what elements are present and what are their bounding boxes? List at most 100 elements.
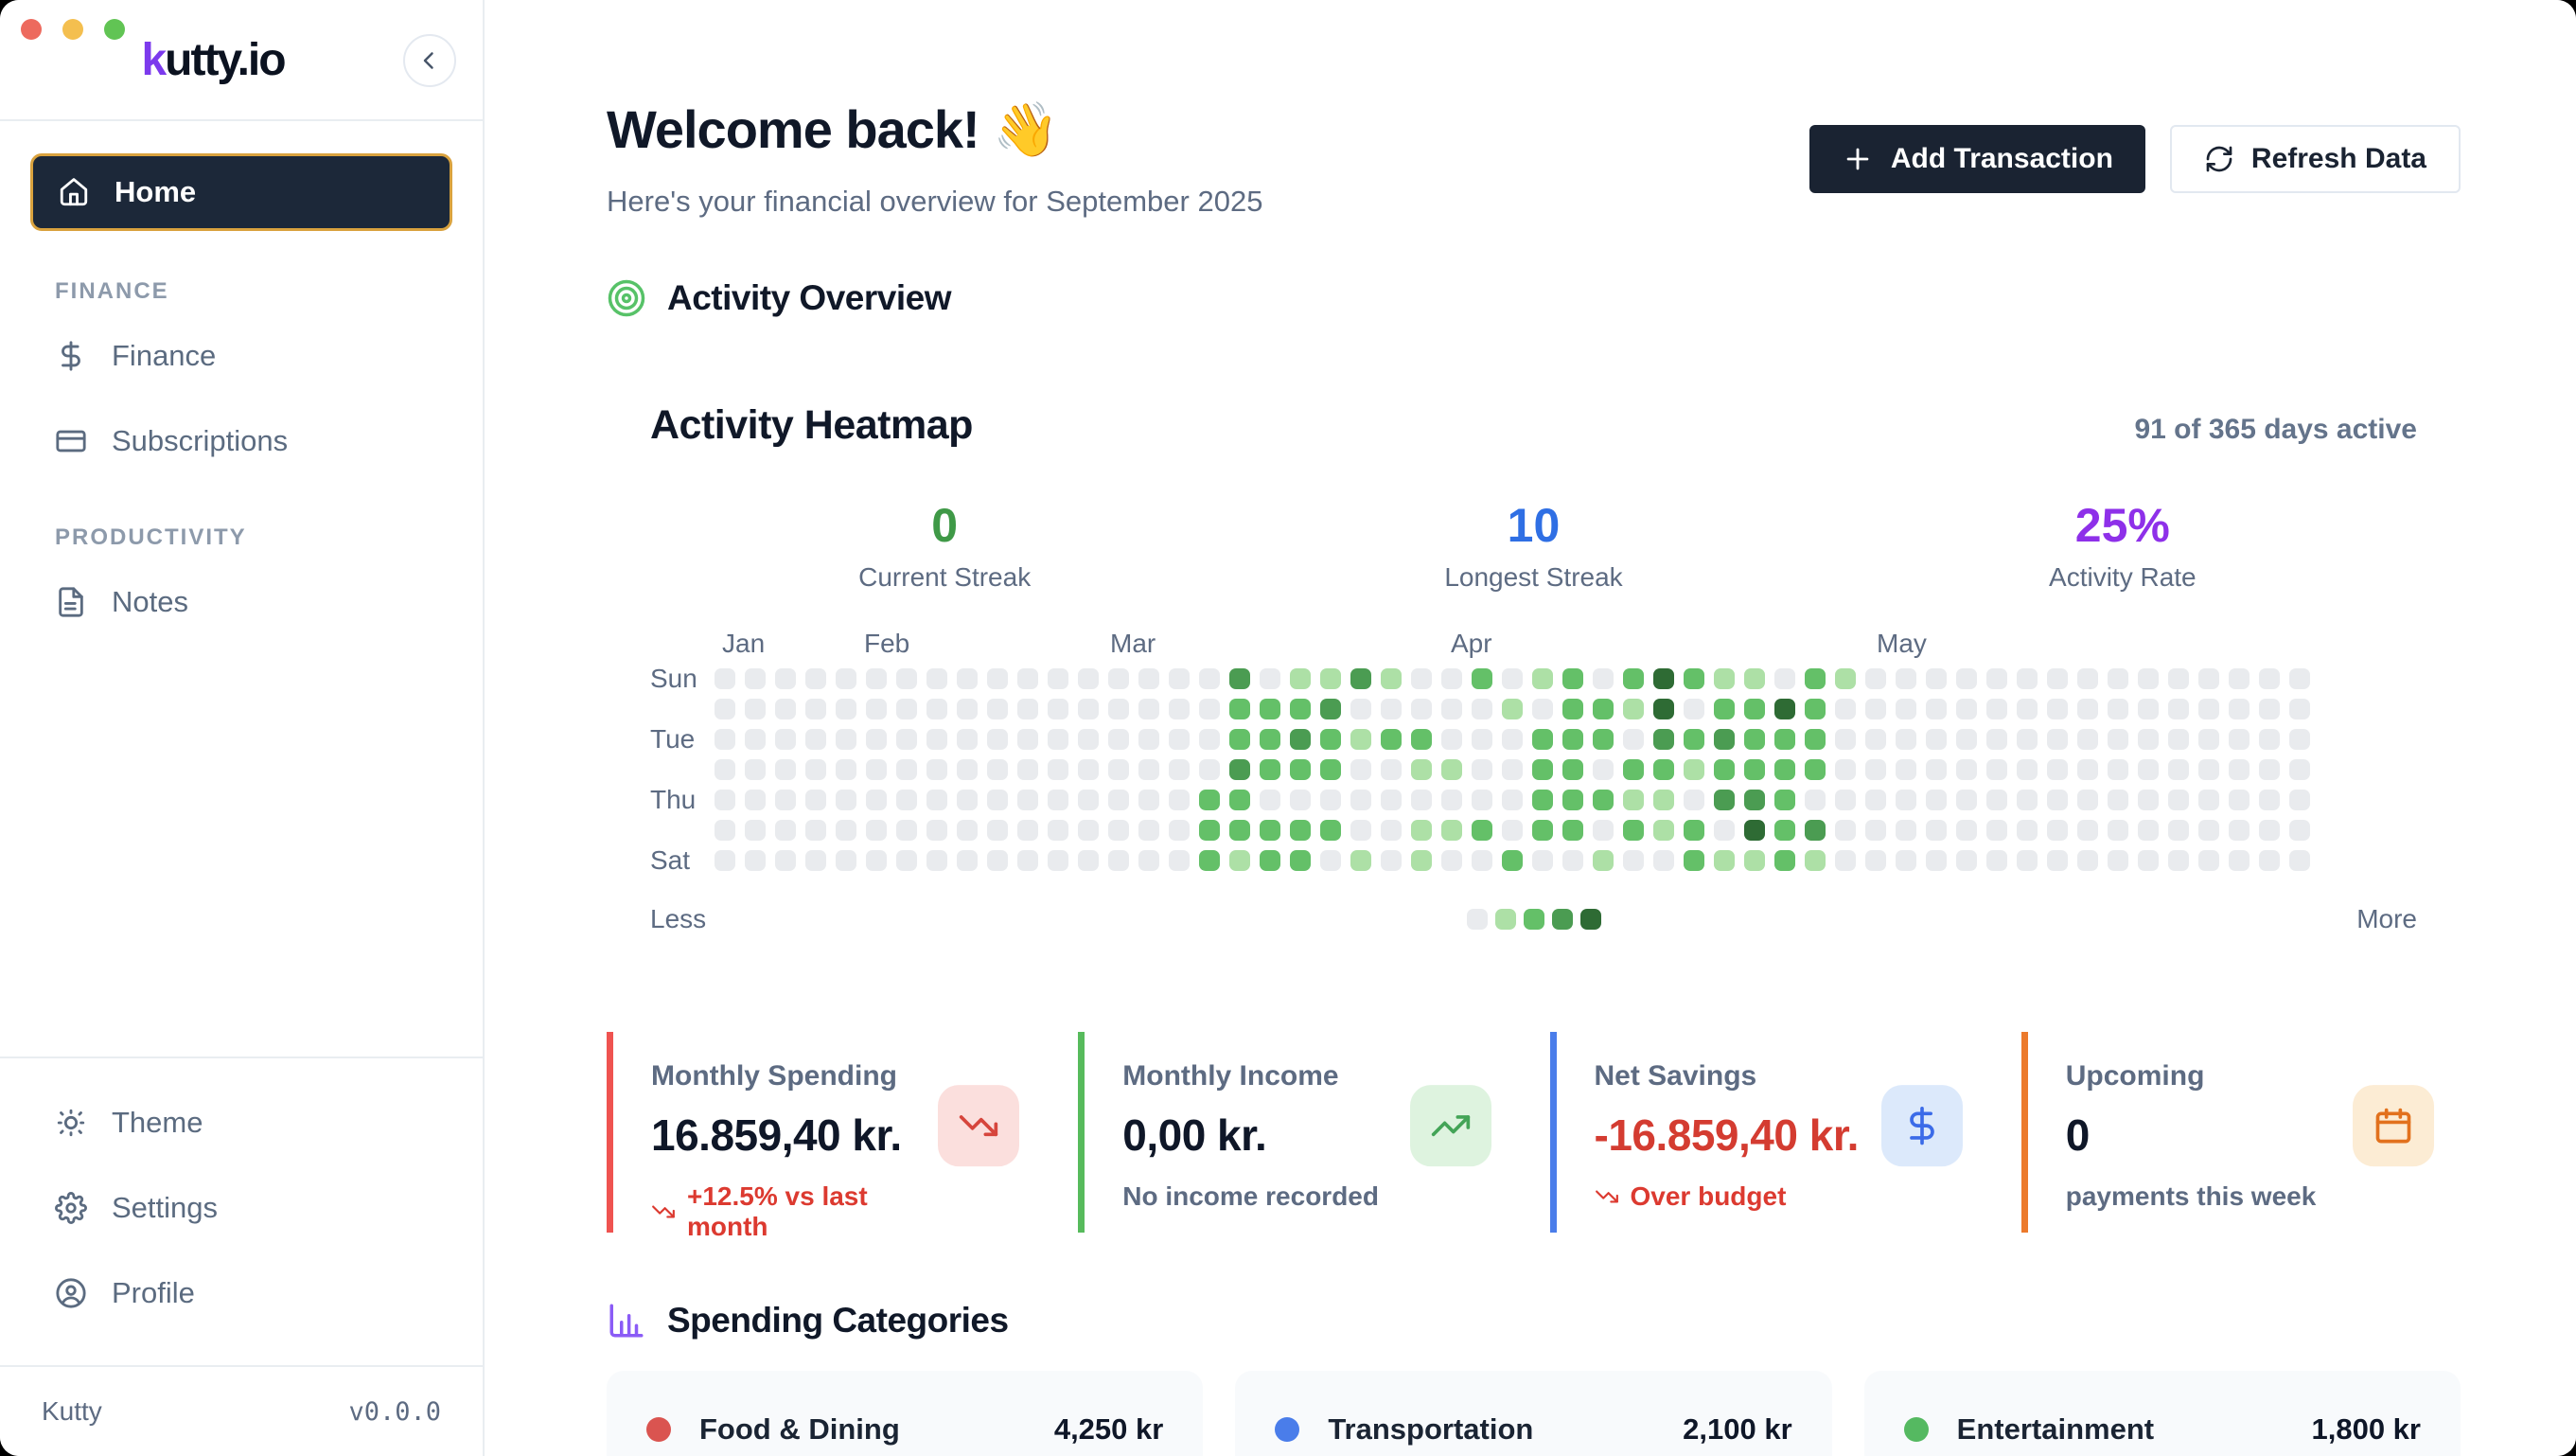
heatmap-cell[interactable] <box>2138 820 2159 841</box>
heatmap-cell[interactable] <box>836 668 856 689</box>
heatmap-cell[interactable] <box>1502 699 1523 719</box>
heatmap-cell[interactable] <box>1350 850 1371 871</box>
heatmap-cell[interactable] <box>1986 699 2007 719</box>
heatmap-cell[interactable] <box>926 820 947 841</box>
heatmap-cell[interactable] <box>987 790 1008 810</box>
heatmap-cell[interactable] <box>1290 759 1311 780</box>
heatmap-cell[interactable] <box>745 668 766 689</box>
heatmap-cell[interactable] <box>1199 790 1220 810</box>
heatmap-cell[interactable] <box>836 699 856 719</box>
sidebar-item-finance[interactable]: Finance <box>30 316 452 396</box>
heatmap-cell[interactable] <box>1169 790 1190 810</box>
heatmap-cell[interactable] <box>987 850 1008 871</box>
heatmap-cell[interactable] <box>1684 759 1704 780</box>
heatmap-cell[interactable] <box>2259 729 2280 750</box>
heatmap-cell[interactable] <box>1744 850 1765 871</box>
heatmap-cell[interactable] <box>1714 790 1735 810</box>
heatmap-cell[interactable] <box>1229 729 1250 750</box>
heatmap-cell[interactable] <box>2047 820 2068 841</box>
heatmap-cell[interactable] <box>2259 790 2280 810</box>
heatmap-cell[interactable] <box>1684 850 1704 871</box>
heatmap-cell[interactable] <box>2289 729 2310 750</box>
heatmap-cell[interactable] <box>1805 850 1826 871</box>
heatmap-cell[interactable] <box>1017 699 1038 719</box>
heatmap-cell[interactable] <box>745 759 766 780</box>
sidebar-item-home[interactable]: Home <box>30 153 452 231</box>
heatmap-cell[interactable] <box>2168 729 2189 750</box>
heatmap-cell[interactable] <box>1684 820 1704 841</box>
heatmap-cell[interactable] <box>866 820 887 841</box>
heatmap-cell[interactable] <box>1684 729 1704 750</box>
heatmap-cell[interactable] <box>1896 820 1916 841</box>
heatmap-cell[interactable] <box>1260 790 1280 810</box>
heatmap-cell[interactable] <box>2047 729 2068 750</box>
heatmap-cell[interactable] <box>1865 850 1886 871</box>
heatmap-cell[interactable] <box>1078 668 1099 689</box>
heatmap-cell[interactable] <box>2017 668 2038 689</box>
heatmap-cell[interactable] <box>926 790 947 810</box>
heatmap-cell[interactable] <box>1926 729 1947 750</box>
heatmap-cell[interactable] <box>2198 668 2219 689</box>
heatmap-cell[interactable] <box>1562 820 1583 841</box>
heatmap-cell[interactable] <box>2047 668 2068 689</box>
heatmap-cell[interactable] <box>1260 820 1280 841</box>
heatmap-cell[interactable] <box>2108 790 2128 810</box>
heatmap-cell[interactable] <box>2198 790 2219 810</box>
heatmap-cell[interactable] <box>805 850 826 871</box>
heatmap-cell[interactable] <box>1229 759 1250 780</box>
heatmap-cell[interactable] <box>1381 820 1402 841</box>
heatmap-cell[interactable] <box>1805 759 1826 780</box>
heatmap-cell[interactable] <box>2229 699 2250 719</box>
heatmap-cell[interactable] <box>715 790 735 810</box>
heatmap-cell[interactable] <box>2198 759 2219 780</box>
heatmap-cell[interactable] <box>1229 850 1250 871</box>
heatmap-cell[interactable] <box>775 668 796 689</box>
heatmap-cell[interactable] <box>1138 850 1159 871</box>
heatmap-cell[interactable] <box>805 729 826 750</box>
heatmap-cell[interactable] <box>2108 759 2128 780</box>
heatmap-cell[interactable] <box>1138 729 1159 750</box>
heatmap-cell[interactable] <box>957 790 978 810</box>
heatmap-cell[interactable] <box>805 759 826 780</box>
heatmap-cell[interactable] <box>836 729 856 750</box>
heatmap-cell[interactable] <box>957 759 978 780</box>
refresh-data-button[interactable]: Refresh Data <box>2169 125 2461 193</box>
heatmap-cell[interactable] <box>1017 820 1038 841</box>
heatmap-cell[interactable] <box>926 668 947 689</box>
heatmap-cell[interactable] <box>2077 820 2098 841</box>
heatmap-cell[interactable] <box>2108 850 2128 871</box>
heatmap-cell[interactable] <box>1956 850 1977 871</box>
heatmap-cell[interactable] <box>1169 759 1190 780</box>
heatmap-cell[interactable] <box>1441 729 1462 750</box>
heatmap-cell[interactable] <box>1108 790 1129 810</box>
heatmap-cell[interactable] <box>1350 668 1371 689</box>
heatmap-cell[interactable] <box>1744 729 1765 750</box>
heatmap-cell[interactable] <box>1290 699 1311 719</box>
heatmap-cell[interactable] <box>2198 729 2219 750</box>
heatmap-cell[interactable] <box>1320 850 1341 871</box>
heatmap-cell[interactable] <box>1441 699 1462 719</box>
sidebar-collapse-button[interactable] <box>403 34 456 87</box>
heatmap-cell[interactable] <box>1865 759 1886 780</box>
heatmap-cell[interactable] <box>1805 729 1826 750</box>
heatmap-cell[interactable] <box>1320 699 1341 719</box>
add-transaction-button[interactable]: Add Transaction <box>1808 125 2145 193</box>
heatmap-cell[interactable] <box>1229 699 1250 719</box>
heatmap-cell[interactable] <box>957 699 978 719</box>
heatmap-cell[interactable] <box>1472 790 1492 810</box>
heatmap-cell[interactable] <box>1229 820 1250 841</box>
heatmap-cell[interactable] <box>1623 668 1644 689</box>
heatmap-cell[interactable] <box>1744 699 1765 719</box>
heatmap-cell[interactable] <box>1774 699 1795 719</box>
heatmap-cell[interactable] <box>1865 699 1886 719</box>
heatmap-cell[interactable] <box>2289 668 2310 689</box>
heatmap-cell[interactable] <box>1290 729 1311 750</box>
heatmap-cell[interactable] <box>2168 759 2189 780</box>
heatmap-cell[interactable] <box>1017 729 1038 750</box>
heatmap-cell[interactable] <box>2259 850 2280 871</box>
heatmap-cell[interactable] <box>957 668 978 689</box>
heatmap-cell[interactable] <box>1138 668 1159 689</box>
heatmap-cell[interactable] <box>1320 820 1341 841</box>
heatmap-cell[interactable] <box>1744 790 1765 810</box>
heatmap-cell[interactable] <box>1320 729 1341 750</box>
